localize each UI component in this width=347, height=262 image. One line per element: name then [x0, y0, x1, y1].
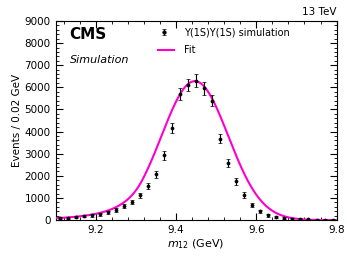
- Text: Fit: Fit: [184, 45, 195, 55]
- Y-axis label: Events / 0.02 GeV: Events / 0.02 GeV: [12, 74, 22, 167]
- Text: Y(1S)Y(1S) simulation: Y(1S)Y(1S) simulation: [184, 27, 290, 37]
- Text: 13 TeV: 13 TeV: [302, 7, 337, 17]
- X-axis label: $\mathit{m}_{12}$ (GeV): $\mathit{m}_{12}$ (GeV): [167, 238, 225, 251]
- Text: Simulation: Simulation: [69, 55, 129, 65]
- Text: CMS: CMS: [69, 27, 107, 42]
